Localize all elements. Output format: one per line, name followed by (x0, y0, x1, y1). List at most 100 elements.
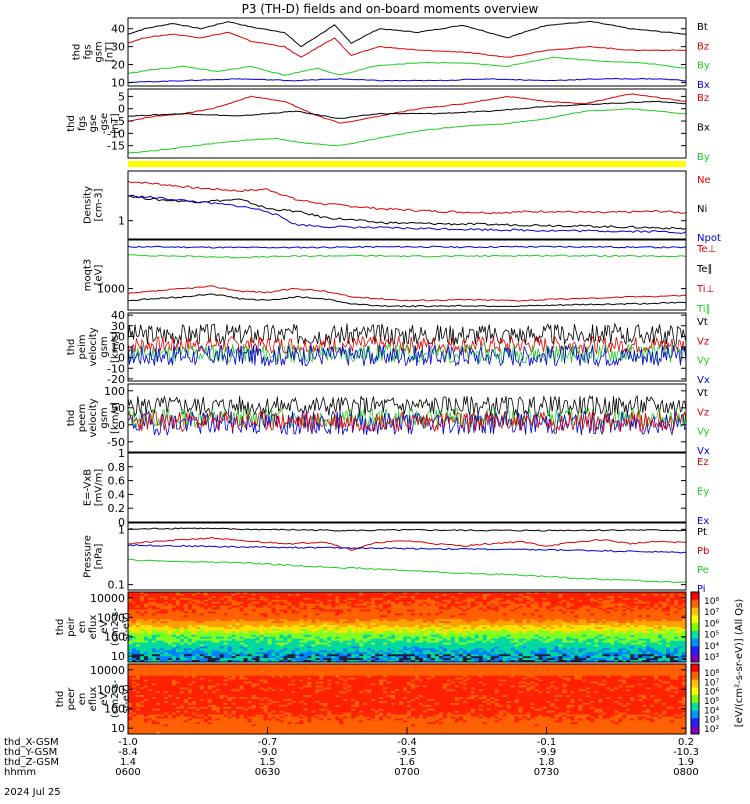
ylabel-line: eflux (88, 615, 99, 640)
ylabel-line: fgs (83, 44, 94, 59)
ylabel-line: eV (99, 620, 110, 633)
ylabel-line: velocity (88, 327, 99, 366)
ylabel-line: [nT] (110, 113, 121, 133)
ylabel-fgs_gse: thdfgsgse-gse[nT] (66, 113, 121, 134)
panels: 10203040thdfgsgsm[nT]BtBzByBx50-5-10-15t… (55, 18, 745, 735)
series-fgs_gse-Bz (128, 94, 686, 123)
ylabel-line: peer (66, 687, 77, 711)
time-axis-value: 0800 (673, 767, 698, 778)
time-axis-value: 0630 (255, 767, 280, 778)
legend-Npot: Npot (697, 233, 721, 244)
series-temperature-Ti∥ (128, 255, 686, 258)
ylabel-line: eflux (88, 687, 99, 712)
ylabel-line: -gse (99, 113, 110, 134)
colorbar-tick: 10³ (704, 653, 719, 663)
colorbar-band (691, 726, 699, 734)
ytick-label: 10 (111, 76, 125, 89)
legend-Vx: Vx (697, 375, 710, 386)
legend-By: By (697, 152, 710, 163)
quality-flag-bar (128, 161, 686, 167)
legend-Ex: Ex (697, 516, 709, 527)
legend-Vt: Vt (697, 388, 708, 399)
ytick-label: -15 (107, 140, 125, 153)
ylabel-efield: E=-VxB[mV/m] (83, 469, 105, 507)
colorbar-band (691, 639, 699, 647)
legend-Ez: Ez (697, 457, 709, 468)
legend-Pb: Pb (697, 546, 709, 557)
legend-Bt: Bt (697, 22, 708, 33)
colorbar-band (691, 608, 699, 616)
ytick-label: 0.6 (108, 475, 126, 488)
legend-Ti⊥: Ti⊥ (696, 284, 714, 295)
colorbar-band (691, 600, 699, 608)
series-fgs_gsm-By (128, 57, 686, 75)
ylabel-line: gsm (99, 407, 110, 428)
series-peim_velocity-Vt (128, 324, 686, 345)
spectrogram-peir_spec (128, 592, 686, 662)
ylabel-line: peim (77, 334, 88, 359)
legend-Te∥: Te∥ (696, 264, 713, 275)
legend-Vz: Vz (697, 336, 709, 347)
legend-Vz: Vz (697, 407, 709, 418)
panel-peem_velocity: 100500-50thdpeemvelocitygsm[km/s]VtVzVyV… (66, 384, 710, 457)
colorbar-band (691, 687, 699, 695)
ytick-label: 100 (104, 385, 125, 398)
ytick-label: 1 (118, 523, 125, 536)
series-fgs_gsm-Bt (128, 21, 686, 46)
ytick-label: 10 (111, 650, 125, 663)
ylabel-line: thd (66, 410, 77, 427)
colorbar-band (691, 672, 699, 680)
series-density-Ne (128, 181, 686, 214)
ytick-label: 0.1 (108, 579, 126, 592)
ylabel-line: [mV/m] (94, 469, 105, 507)
legend-Bx: Bx (697, 123, 710, 134)
ylabel-line: fgs (77, 116, 88, 131)
colorbar-tick: 10⁴ (704, 642, 719, 652)
colorbar-label: [eV/(cm²-s-sr-eV)] (All Qs) (734, 599, 745, 728)
colorbar-tick: 10² (704, 725, 719, 735)
ytick-label: 0.8 (108, 461, 126, 474)
time-axis-row-label: hhmm (4, 767, 36, 778)
ylabel-line: thd (72, 44, 83, 61)
panel-frame (128, 171, 686, 239)
time-axis-value: 0600 (115, 767, 140, 778)
ylabel-peim_velocity: thdpeimvelocitygsm[km/s] (66, 327, 121, 366)
ylabel-temperature: moqt3[eV] (83, 259, 105, 292)
ylabel-line: velocity (88, 398, 99, 437)
series-fgs_gse-Bx (128, 101, 686, 118)
colorbar-band (691, 664, 699, 672)
series-pressure-Pi (128, 545, 686, 554)
panel-frame (128, 453, 686, 522)
legend-Vt: Vt (697, 317, 708, 328)
ytick-label: 40 (111, 23, 125, 36)
ylabel-line: gsm (94, 41, 105, 62)
colorbar-tick: 10⁷ (704, 608, 719, 618)
legend-Ey: Ey (697, 487, 709, 498)
ylabel-line: peir (66, 616, 77, 636)
ylabel-line: E=-VxB (83, 469, 94, 506)
ylabel-line: thd (66, 339, 77, 356)
legend-Vy: Vy (697, 427, 710, 438)
date-label: 2024 Jul 25 (4, 787, 61, 798)
panel-peer_spec: 10000100010010thdpeerenefluxeV(cm2-s-sr-… (55, 664, 686, 735)
ylabel-line: en (77, 621, 88, 634)
ylabel-line: (cm2-s- (110, 680, 121, 718)
legend-Bx: Bx (697, 80, 710, 91)
legend-Ne: Ne (697, 175, 711, 186)
ylabel-line: gsm (99, 336, 110, 357)
ylabel-line: peem (77, 404, 88, 432)
ytick-label: 0.2 (108, 502, 126, 515)
ytick-label: 0.4 (108, 488, 126, 501)
ytick-label: 10000 (90, 592, 125, 605)
ylabel-pressure: Pressure[nPa] (83, 535, 105, 578)
colorbar-band (691, 718, 699, 726)
